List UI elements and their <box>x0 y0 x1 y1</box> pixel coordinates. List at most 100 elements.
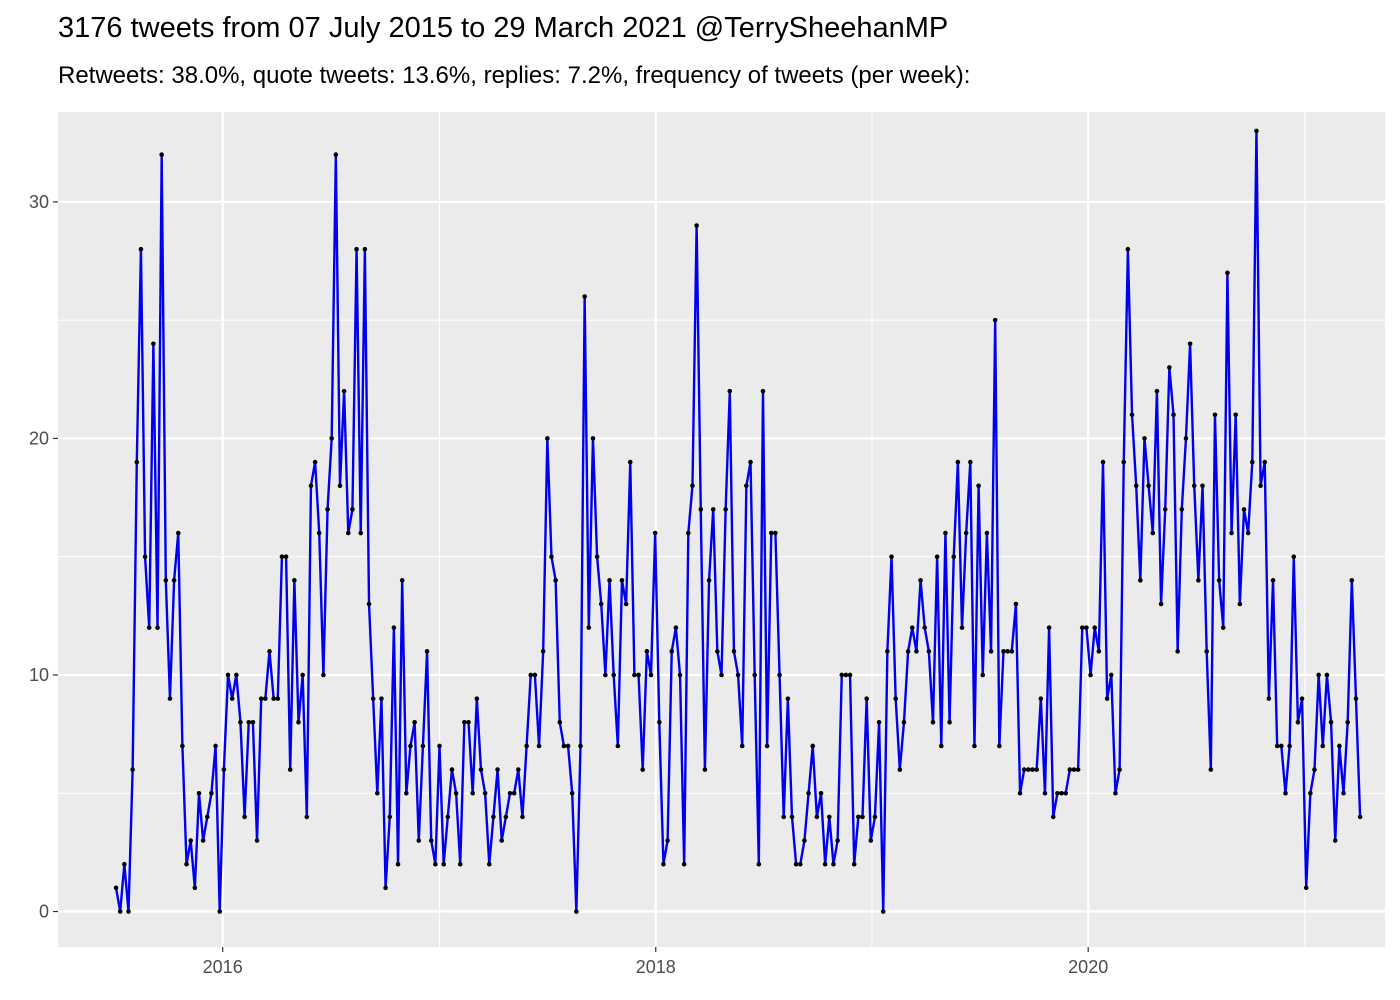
data-point <box>719 672 724 678</box>
data-point <box>632 672 637 678</box>
data-point <box>681 861 687 867</box>
data-point <box>354 246 359 252</box>
data-point <box>781 814 786 820</box>
data-point <box>1229 530 1234 536</box>
data-point <box>358 530 364 536</box>
data-point <box>739 743 745 749</box>
data-point <box>213 743 218 749</box>
data-point <box>1092 625 1098 630</box>
data-point <box>1084 625 1089 630</box>
data-point <box>279 554 285 559</box>
data-point <box>204 814 210 820</box>
data-point <box>408 743 413 749</box>
data-point <box>938 743 944 749</box>
data-point <box>283 554 289 559</box>
data-point <box>1212 412 1218 418</box>
data-point <box>1154 388 1160 394</box>
data-point <box>333 152 339 157</box>
data-point <box>445 814 451 820</box>
data-point <box>1096 649 1102 654</box>
data-point <box>640 767 646 772</box>
data-point <box>951 554 957 559</box>
data-point <box>449 767 455 772</box>
data-point <box>806 790 811 796</box>
data-point <box>528 672 534 678</box>
data-point <box>648 672 654 678</box>
data-point <box>482 790 488 796</box>
data-point <box>1187 341 1193 347</box>
points-layer <box>113 128 1363 914</box>
data-point <box>267 649 272 654</box>
data-point <box>217 909 223 914</box>
data-point <box>1270 578 1276 583</box>
data-point <box>914 649 919 654</box>
data-point <box>997 743 1002 749</box>
data-point <box>246 719 252 725</box>
data-point <box>416 838 422 843</box>
data-point <box>752 672 757 678</box>
data-point <box>545 436 550 441</box>
data-point <box>188 838 193 843</box>
data-point <box>715 649 720 654</box>
data-point <box>1274 743 1280 749</box>
data-point <box>1146 483 1151 489</box>
data-point <box>345 530 351 536</box>
data-point <box>553 578 558 583</box>
data-point <box>727 388 733 394</box>
data-point <box>287 767 293 772</box>
data-point <box>748 459 753 465</box>
data-point <box>955 459 961 465</box>
data-point <box>1179 507 1185 512</box>
data-point <box>387 814 393 820</box>
data-point <box>511 790 517 796</box>
data-point <box>250 719 256 725</box>
data-point <box>221 767 227 772</box>
data-point <box>138 246 144 252</box>
data-point <box>507 790 513 796</box>
data-point <box>839 672 845 678</box>
x-tick-label: 2020 <box>1068 957 1108 977</box>
data-point <box>872 814 878 820</box>
data-point <box>723 507 728 512</box>
data-point <box>1005 649 1010 654</box>
data-point <box>1316 672 1321 678</box>
data-point <box>1216 578 1222 583</box>
data-point <box>146 625 152 630</box>
data-point <box>1071 767 1077 772</box>
data-point <box>1353 696 1359 701</box>
data-point <box>395 861 401 867</box>
data-point <box>1357 814 1363 820</box>
data-point <box>192 885 198 891</box>
data-point <box>1266 696 1272 701</box>
data-point <box>540 649 546 654</box>
data-point <box>1046 625 1052 630</box>
data-point <box>1013 601 1019 607</box>
data-point <box>885 649 890 654</box>
data-point <box>453 790 459 796</box>
data-point <box>814 814 820 820</box>
data-point <box>234 672 239 678</box>
data-point <box>797 861 803 867</box>
data-point <box>984 530 990 536</box>
data-point <box>1034 767 1039 772</box>
data-point <box>520 814 525 820</box>
data-point <box>209 790 214 796</box>
data-point <box>976 483 981 489</box>
data-point <box>142 554 148 559</box>
data-point <box>304 814 310 820</box>
data-point <box>113 885 119 891</box>
data-point <box>860 814 865 820</box>
data-point <box>1237 601 1243 607</box>
data-point <box>263 696 268 701</box>
data-point <box>661 861 666 867</box>
data-point <box>710 507 716 512</box>
data-point <box>1225 270 1230 276</box>
data-point <box>868 838 874 843</box>
data-point <box>1196 578 1201 583</box>
data-point <box>258 696 264 701</box>
data-point <box>843 672 849 678</box>
data-point <box>171 578 177 583</box>
data-point <box>1001 649 1006 654</box>
data-point <box>972 743 977 749</box>
